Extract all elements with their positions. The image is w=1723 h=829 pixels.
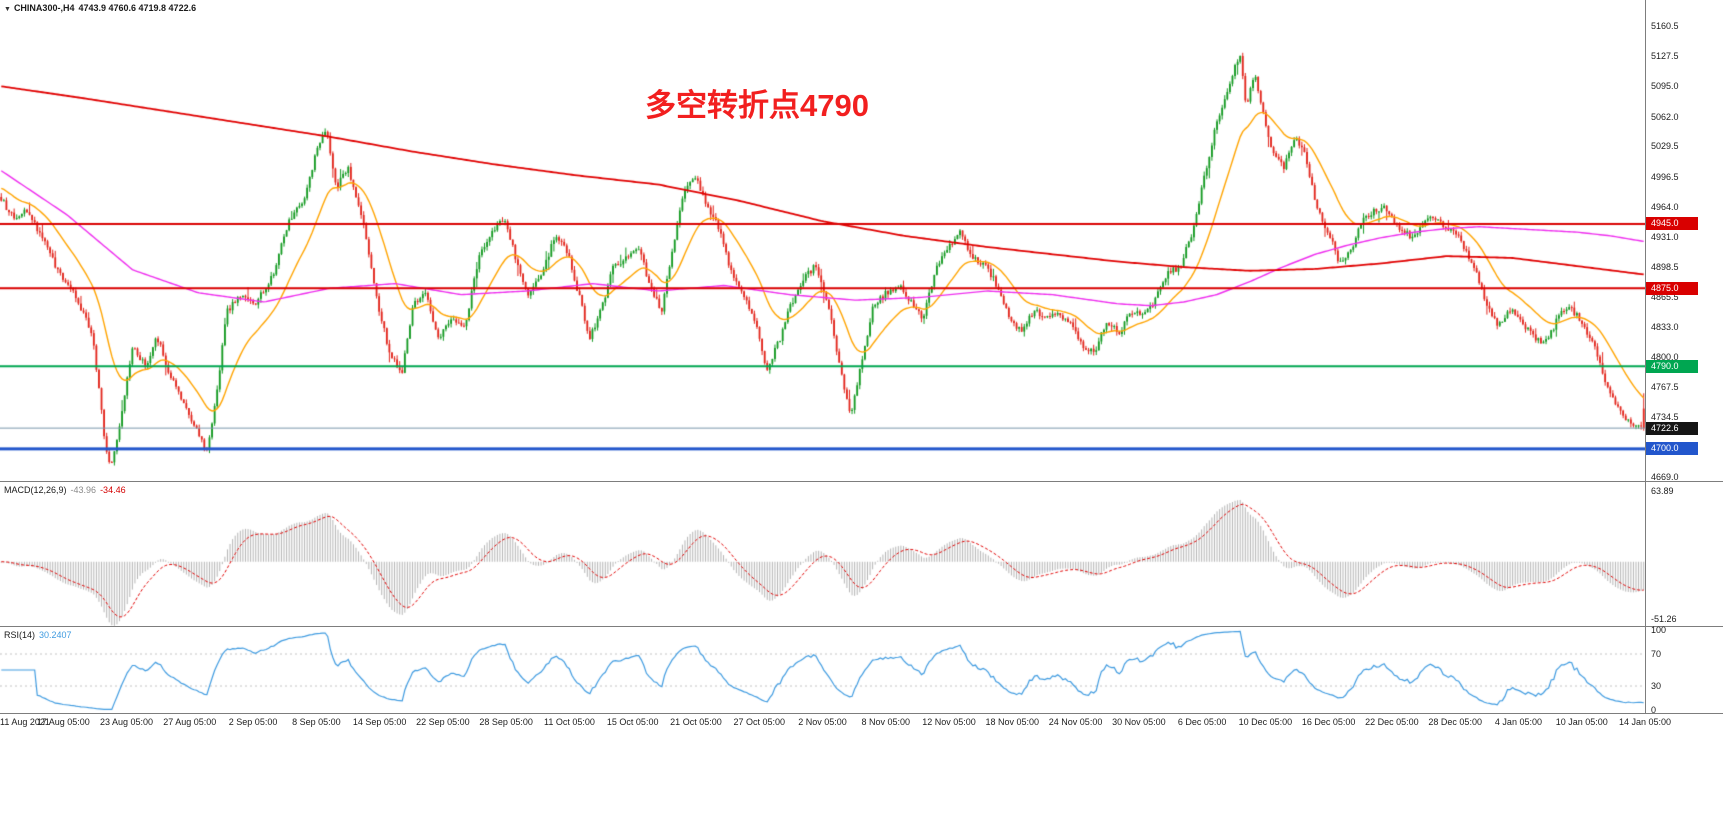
time-axis-label: 2 Nov 05:00	[798, 717, 847, 727]
time-axis-label: 16 Dec 05:00	[1301, 717, 1356, 727]
price-level-badge: 4945.0	[1646, 217, 1698, 231]
rsi-axis-tick: 70	[1651, 649, 1662, 659]
price-axis-tick: 4996.5	[1651, 171, 1679, 182]
current-price-badge: 4722.6	[1646, 421, 1698, 435]
macd-value-signal: -34.46	[100, 485, 126, 495]
time-axis-label: 27 Oct 05:00	[733, 717, 785, 727]
time-axis-label: 6 Dec 05:00	[1177, 717, 1227, 727]
macd-panel: MACD(12,26,9) -43.96 -34.46 63.89 -51.26	[0, 482, 1723, 627]
rsi-axis-tick: 30	[1651, 681, 1662, 691]
price-axis-tick: 5062.0	[1651, 111, 1679, 122]
time-axis-label: 22 Sep 05:00	[416, 717, 470, 727]
rsi-axis-tick: 100	[1651, 625, 1667, 635]
rsi-value: 30.2407	[39, 630, 72, 640]
macd-name: MACD(12,26,9)	[4, 485, 67, 495]
time-axis-label: 18 Nov 05:00	[985, 717, 1040, 727]
time-axis-label: 14 Sep 05:00	[352, 717, 407, 727]
time-axis-label: 8 Nov 05:00	[861, 717, 911, 727]
symbol-timeframe-label: CHINA300-,H4	[13, 3, 75, 13]
price-level-badge: 4875.0	[1646, 281, 1698, 295]
price-axis-tick: 4800.0	[1651, 352, 1679, 363]
time-axis-label: 10 Dec 05:00	[1238, 717, 1293, 727]
rsi-name: RSI(14)	[4, 630, 36, 640]
rsi-panel: RSI(14) 30.2407 100 70 30 0	[0, 625, 1723, 715]
price-axis-tick: 5160.5	[1651, 21, 1679, 32]
macd-axis-tick: -51.26	[1651, 613, 1677, 624]
price-axis-tick: 4898.5	[1651, 261, 1679, 272]
macd-axis-tick: 63.89	[1651, 485, 1674, 496]
time-axis-label: 14 Jan 05:00	[1618, 717, 1672, 727]
price-panel: ▼ CHINA300-,H4 4743.9 4760.6 4719.8 4722.6…	[0, 0, 1723, 482]
price-axis[interactable]: 5160.5 5127.5 5095.0 5062.0 5029.5 4996.5 4964…	[1645, 0, 1723, 483]
price-axis-tick: 4964.0	[1651, 201, 1679, 212]
time-axis-label: 22 Dec 05:00	[1365, 717, 1419, 727]
time-axis-label: 11 Oct 05:00	[543, 717, 595, 727]
rsi-axis: 100 70 30 0	[1645, 625, 1723, 715]
time-axis-label: 8 Sep 05:00	[292, 717, 341, 727]
collapse-chart-icon[interactable]: ▼	[4, 6, 11, 13]
rsi-axis-tick: 0	[1651, 705, 1657, 715]
price-axis-tick: 5095.0	[1651, 81, 1679, 92]
price-axis-tick: 4669.0	[1651, 472, 1679, 483]
time-axis-label: 2 Sep 05:00	[228, 717, 278, 727]
price-axis-tick: 4833.0	[1651, 321, 1679, 332]
price-axis-tick: 4865.5	[1651, 291, 1679, 302]
price-scale-separator	[1645, 0, 1646, 714]
rsi-label: RSI(14) 30.2407	[4, 630, 76, 640]
time-axis-label: 21 Oct 05:00	[670, 717, 722, 727]
price-chart-canvas[interactable]	[0, 0, 1645, 481]
symbol-ohlc-label: ▼ CHINA300-,H4 4743.9 4760.6 4719.8 4722.6	[4, 3, 200, 13]
time-axis-label: 4 Jan 05:00	[1494, 717, 1542, 727]
time-axis-label: 24 Nov 05:00	[1048, 717, 1103, 727]
price-axis-tick: 4767.5	[1651, 381, 1679, 392]
time-axis-label: 12 Nov 05:00	[922, 717, 976, 727]
ohlc-values: 4743.9 4760.6 4719.8 4722.6	[78, 3, 197, 13]
price-axis-tick: 5029.5	[1651, 141, 1679, 152]
macd-value-main: -43.96	[70, 485, 97, 495]
price-axis-tick: 4734.5	[1651, 412, 1679, 423]
time-axis-label: 17 Aug 05:00	[36, 717, 90, 727]
price-axis-tick: 4931.0	[1651, 231, 1679, 242]
macd-label: MACD(12,26,9) -43.96 -34.46	[4, 485, 130, 495]
price-level-badge: 4700.0	[1646, 442, 1698, 456]
macd-axis: 63.89 -51.26	[1645, 482, 1723, 626]
time-axis-label: 30 Nov 05:00	[1112, 717, 1166, 727]
price-axis-tick: 5127.5	[1651, 51, 1679, 62]
time-axis-label: 10 Jan 05:00	[1555, 717, 1608, 727]
time-axis-label: 28 Sep 05:00	[479, 717, 533, 727]
annotation-text[interactable]: 多空转折点4790	[645, 88, 869, 123]
rsi-chart-canvas[interactable]	[0, 627, 1645, 713]
price-level-badge: 4790.0	[1646, 359, 1698, 373]
time-axis-label: 27 Aug 05:00	[163, 717, 217, 727]
macd-chart-canvas[interactable]	[0, 482, 1645, 626]
time-axis-label: 15 Oct 05:00	[606, 717, 659, 727]
time-axis-label: 28 Dec 05:00	[1428, 717, 1482, 727]
time-axis-label: 11 Aug 2021	[0, 717, 50, 727]
time-axis-label: 23 Aug 05:00	[100, 717, 154, 727]
time-axis[interactable]: 11 Aug 2021 17 Aug 05:00 23 Aug 05:00 27 Au…	[0, 714, 1723, 829]
